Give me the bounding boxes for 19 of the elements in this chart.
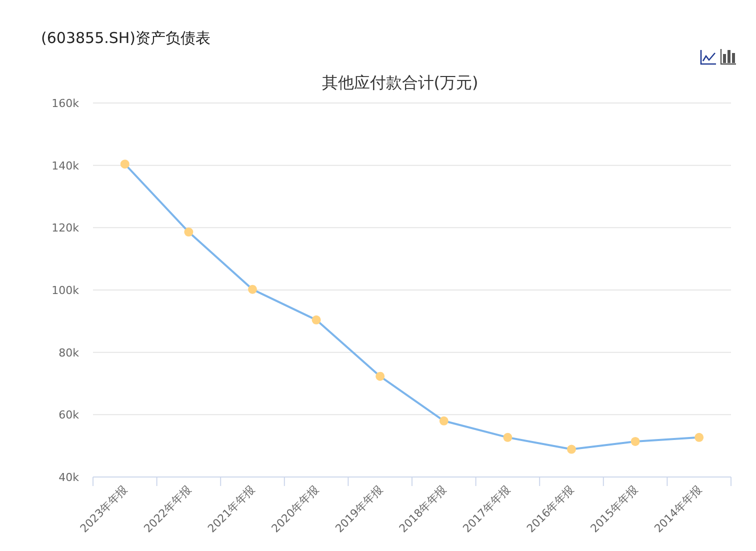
point [248,284,257,294]
y-tick-label: 100k [52,284,80,297]
point [376,372,385,381]
point [503,432,512,442]
point [184,228,194,237]
y-tick-label: 120k [52,222,80,235]
y-tick-label: 40k [58,471,80,484]
chart-title: 其他应付款合计(万元) [322,73,478,92]
point [120,160,130,169]
point [439,416,448,426]
point [694,432,704,442]
y-tick-label: 140k [52,159,80,172]
y-tick-label: 60k [58,408,80,422]
point [567,444,576,454]
text: (603855.SH)资产负债表 [41,29,211,47]
y-tick-label: 80k [58,346,80,360]
y-tick-label: 160k [52,97,80,110]
point [630,436,640,446]
point [312,315,321,324]
